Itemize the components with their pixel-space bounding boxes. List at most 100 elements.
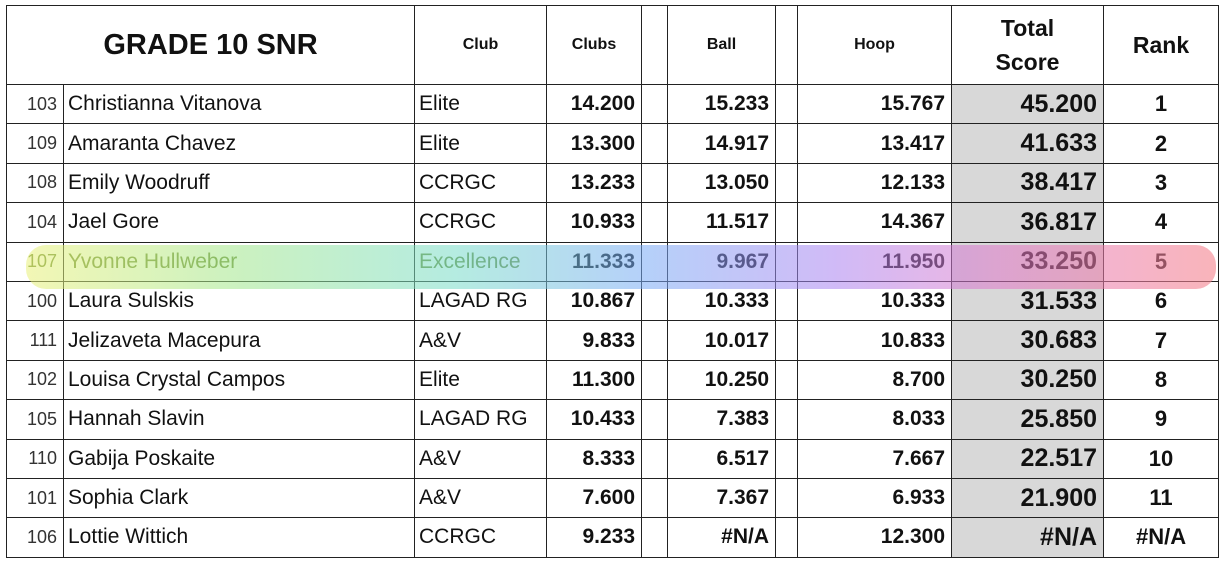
results-table: GRADE 10 SNR Club Clubs Ball Hoop Total …	[5, 5, 1220, 558]
clubs-score: 11.300	[546, 359, 643, 401]
header-row: GRADE 10 SNR Club Clubs Ball Hoop Total …	[5, 5, 1220, 85]
column-divider	[641, 280, 669, 322]
rank-value: 2	[1103, 123, 1220, 164]
table-row: 111 Jelizaveta Macepura A&V 9.833 10.017 10.8…	[6, 320, 1220, 361]
ball-score: #N/A	[667, 517, 777, 558]
club-name: A&V	[414, 438, 548, 479]
table-row: 108 Emily Woodruff CCRGC 13.233 13.050 12.133…	[6, 162, 1220, 204]
club-name: Excellence	[414, 241, 548, 282]
club-name: A&V	[414, 320, 548, 361]
column-divider	[641, 162, 669, 204]
total-score: 31.533	[951, 280, 1105, 322]
clubs-score: 11.333	[546, 241, 643, 282]
total-score: 30.683	[951, 320, 1105, 361]
table-row: 104 Jael Gore CCRGC 10.933 11.517 14.367 36.81…	[6, 202, 1220, 243]
column-divider	[775, 123, 799, 164]
hoop-score: 7.667	[797, 438, 953, 479]
club-name: Elite	[414, 83, 548, 125]
column-divider	[775, 83, 799, 125]
hoop-score: 12.133	[797, 162, 953, 204]
hoop-score: 13.417	[797, 123, 953, 164]
rank-value: #N/A	[1103, 517, 1220, 558]
column-divider	[641, 123, 669, 164]
club-name: LAGAD RG	[414, 399, 548, 440]
competitor-number: 103	[6, 83, 64, 125]
rank-value: 11	[1103, 477, 1220, 519]
gymnast-name: Laura Sulskis	[62, 280, 416, 322]
clubs-score: 10.867	[546, 280, 643, 322]
ball-score: 10.017	[667, 320, 777, 361]
gymnast-name: Sophia Clark	[62, 477, 416, 519]
gymnast-name: Emily Woodruff	[62, 162, 416, 204]
gymnast-name: Hannah Slavin	[62, 399, 416, 440]
total-score: 22.517	[951, 438, 1105, 479]
ball-score: 7.367	[667, 477, 777, 519]
column-divider	[641, 202, 669, 243]
ball-score: 14.917	[667, 123, 777, 164]
competitor-number: 108	[6, 162, 64, 204]
hoop-score: 6.933	[797, 477, 953, 519]
column-divider	[641, 320, 669, 361]
club-name: A&V	[414, 477, 548, 519]
column-divider	[775, 202, 799, 243]
ball-score: 7.383	[667, 399, 777, 440]
column-divider	[775, 359, 799, 401]
gymnast-name: Louisa Crystal Campos	[62, 359, 416, 401]
ball-score: 15.233	[667, 83, 777, 125]
total-score: #N/A	[951, 517, 1105, 558]
clubs-score: 9.233	[546, 517, 643, 558]
competitor-number: 100	[6, 280, 64, 322]
column-divider	[641, 241, 669, 282]
rank-value: 8	[1103, 359, 1220, 401]
column-divider	[641, 399, 669, 440]
clubs-score: 13.300	[546, 123, 643, 164]
competitor-number: 104	[6, 202, 64, 243]
club-name: CCRGC	[414, 517, 548, 558]
total-score: 36.817	[951, 202, 1105, 243]
column-divider	[775, 320, 799, 361]
gymnast-name: Jelizaveta Macepura	[62, 320, 416, 361]
total-score: 25.850	[951, 399, 1105, 440]
table-row: 103 Christianna Vitanova Elite 14.200 15.233…	[6, 83, 1220, 125]
total-score: 30.250	[951, 359, 1105, 401]
table-row: 101 Sophia Clark A&V 7.600 7.367 6.933 21.900 1…	[6, 477, 1220, 519]
rank-value: 10	[1103, 438, 1220, 479]
rank-value: 4	[1103, 202, 1220, 243]
table-row: 105 Hannah Slavin LAGAD RG 10.433 7.383 8.033…	[6, 399, 1220, 440]
header-ball: Ball	[667, 5, 777, 85]
rank-value: 1	[1103, 83, 1220, 125]
table-row: 100 Laura Sulskis LAGAD RG 10.867 10.333 10.3…	[6, 280, 1220, 322]
table-row: 109 Amaranta Chavez Elite 13.300 14.917 13.41…	[6, 123, 1220, 164]
table-title: GRADE 10 SNR	[5, 5, 416, 85]
gymnast-name: Gabija Poskaite	[62, 438, 416, 479]
hoop-score: 12.300	[797, 517, 953, 558]
column-divider	[775, 280, 799, 322]
ball-score: 6.517	[667, 438, 777, 479]
hoop-score: 10.333	[797, 280, 953, 322]
table-row: 110 Gabija Poskaite A&V 8.333 6.517 7.667 22.5…	[6, 438, 1220, 479]
club-name: CCRGC	[414, 162, 548, 204]
header-clubs: Clubs	[546, 5, 643, 85]
table-body: 103 Christianna Vitanova Elite 14.200 15.233…	[6, 83, 1220, 558]
club-name: CCRGC	[414, 202, 548, 243]
gymnast-name: Amaranta Chavez	[62, 123, 416, 164]
clubs-score: 13.233	[546, 162, 643, 204]
column-divider	[775, 5, 799, 85]
ball-score: 10.333	[667, 280, 777, 322]
rank-value: 5	[1103, 241, 1220, 282]
hoop-score: 10.833	[797, 320, 953, 361]
column-divider	[775, 517, 799, 558]
column-divider	[641, 517, 669, 558]
hoop-score: 8.033	[797, 399, 953, 440]
gymnast-name: Yvonne Hullweber	[62, 241, 416, 282]
gymnast-name: Jael Gore	[62, 202, 416, 243]
column-divider	[775, 438, 799, 479]
column-divider	[641, 438, 669, 479]
competitor-number: 111	[6, 320, 64, 361]
column-divider	[775, 477, 799, 519]
hoop-score: 14.367	[797, 202, 953, 243]
column-divider	[775, 162, 799, 204]
column-divider	[641, 359, 669, 401]
table-row: 107 Yvonne Hullweber Excellence 11.333 9.967…	[6, 241, 1220, 282]
clubs-score: 8.333	[546, 438, 643, 479]
